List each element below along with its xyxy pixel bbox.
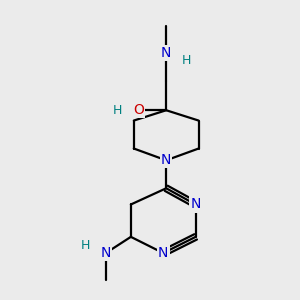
Text: N: N	[100, 246, 111, 260]
Text: H: H	[113, 104, 122, 117]
Text: N: N	[158, 246, 168, 260]
Text: N: N	[190, 197, 201, 212]
Text: H: H	[182, 54, 191, 67]
Text: H: H	[80, 239, 90, 252]
Text: N: N	[161, 46, 171, 60]
Text: N: N	[161, 153, 171, 167]
Text: O: O	[133, 103, 144, 117]
